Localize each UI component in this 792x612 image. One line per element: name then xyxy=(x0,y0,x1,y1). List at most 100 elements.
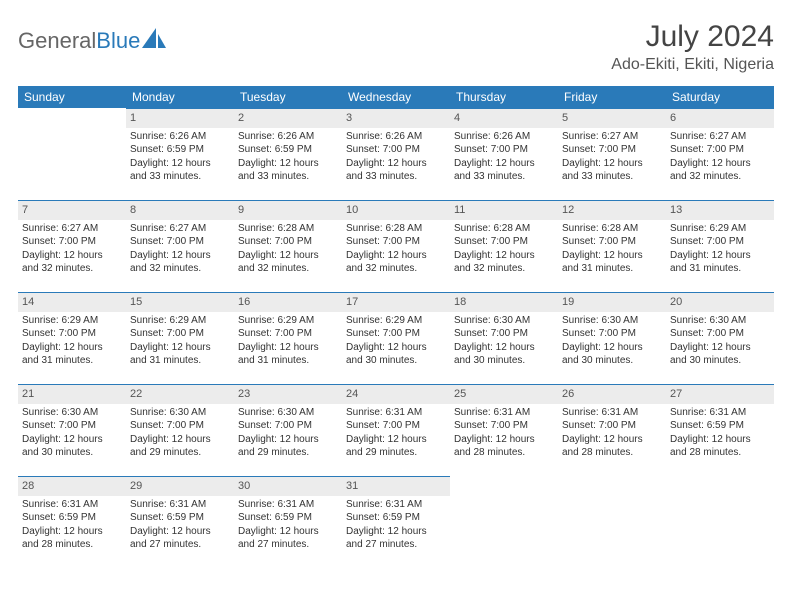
sunrise-line: Sunrise: 6:31 AM xyxy=(454,406,554,420)
day-content: Sunrise: 6:26 AMSunset: 7:00 PMDaylight:… xyxy=(342,128,450,188)
day-number: 6 xyxy=(666,108,774,128)
calendar-day-cell: 13Sunrise: 6:29 AMSunset: 7:00 PMDayligh… xyxy=(666,200,774,292)
day-content: Sunrise: 6:29 AMSunset: 7:00 PMDaylight:… xyxy=(234,312,342,372)
day-content: Sunrise: 6:26 AMSunset: 7:00 PMDaylight:… xyxy=(450,128,558,188)
sunrise-line: Sunrise: 6:29 AM xyxy=(130,314,230,328)
day-number: 29 xyxy=(126,476,234,496)
calendar-day-cell: 18Sunrise: 6:30 AMSunset: 7:00 PMDayligh… xyxy=(450,292,558,384)
day-content: Sunrise: 6:31 AMSunset: 6:59 PMDaylight:… xyxy=(666,404,774,464)
sunset-line: Sunset: 7:00 PM xyxy=(562,143,662,157)
daylight-line: Daylight: 12 hours and 30 minutes. xyxy=(670,341,770,368)
day-number: 26 xyxy=(558,384,666,404)
day-number: 27 xyxy=(666,384,774,404)
calendar-day-cell xyxy=(18,108,126,200)
sunrise-line: Sunrise: 6:28 AM xyxy=(562,222,662,236)
sunrise-line: Sunrise: 6:29 AM xyxy=(22,314,122,328)
sunrise-line: Sunrise: 6:28 AM xyxy=(238,222,338,236)
calendar-day-cell: 22Sunrise: 6:30 AMSunset: 7:00 PMDayligh… xyxy=(126,384,234,476)
calendar-day-cell: 2Sunrise: 6:26 AMSunset: 6:59 PMDaylight… xyxy=(234,108,342,200)
calendar-day-cell: 11Sunrise: 6:28 AMSunset: 7:00 PMDayligh… xyxy=(450,200,558,292)
day-content: Sunrise: 6:28 AMSunset: 7:00 PMDaylight:… xyxy=(234,220,342,280)
daylight-line: Daylight: 12 hours and 32 minutes. xyxy=(454,249,554,276)
sunrise-line: Sunrise: 6:28 AM xyxy=(346,222,446,236)
calendar-day-cell: 23Sunrise: 6:30 AMSunset: 7:00 PMDayligh… xyxy=(234,384,342,476)
day-content: Sunrise: 6:30 AMSunset: 7:00 PMDaylight:… xyxy=(234,404,342,464)
sunset-line: Sunset: 6:59 PM xyxy=(238,511,338,525)
day-content: Sunrise: 6:30 AMSunset: 7:00 PMDaylight:… xyxy=(558,312,666,372)
day-number: 8 xyxy=(126,200,234,220)
sunrise-line: Sunrise: 6:30 AM xyxy=(454,314,554,328)
day-number: 3 xyxy=(342,108,450,128)
day-number: 7 xyxy=(18,200,126,220)
daylight-line: Daylight: 12 hours and 28 minutes. xyxy=(670,433,770,460)
sunset-line: Sunset: 7:00 PM xyxy=(346,419,446,433)
sunset-line: Sunset: 6:59 PM xyxy=(22,511,122,525)
day-content: Sunrise: 6:28 AMSunset: 7:00 PMDaylight:… xyxy=(450,220,558,280)
calendar-day-cell: 9Sunrise: 6:28 AMSunset: 7:00 PMDaylight… xyxy=(234,200,342,292)
daylight-line: Daylight: 12 hours and 31 minutes. xyxy=(130,341,230,368)
sunrise-line: Sunrise: 6:31 AM xyxy=(346,406,446,420)
sunset-line: Sunset: 7:00 PM xyxy=(22,327,122,341)
sunrise-line: Sunrise: 6:26 AM xyxy=(130,130,230,144)
daylight-line: Daylight: 12 hours and 32 minutes. xyxy=(22,249,122,276)
day-content: Sunrise: 6:27 AMSunset: 7:00 PMDaylight:… xyxy=(126,220,234,280)
daylight-line: Daylight: 12 hours and 27 minutes. xyxy=(238,525,338,552)
daylight-line: Daylight: 12 hours and 31 minutes. xyxy=(562,249,662,276)
day-number: 23 xyxy=(234,384,342,404)
sunset-line: Sunset: 7:00 PM xyxy=(670,235,770,249)
weekday-header: Wednesday xyxy=(342,86,450,108)
sail-icon xyxy=(142,28,168,54)
day-number: 19 xyxy=(558,292,666,312)
weekday-header: Monday xyxy=(126,86,234,108)
sunrise-line: Sunrise: 6:30 AM xyxy=(670,314,770,328)
calendar-week-row: 21Sunrise: 6:30 AMSunset: 7:00 PMDayligh… xyxy=(18,384,774,476)
calendar-day-cell: 5Sunrise: 6:27 AMSunset: 7:00 PMDaylight… xyxy=(558,108,666,200)
daylight-line: Daylight: 12 hours and 32 minutes. xyxy=(670,157,770,184)
weekday-header: Sunday xyxy=(18,86,126,108)
daylight-line: Daylight: 12 hours and 29 minutes. xyxy=(238,433,338,460)
daylight-line: Daylight: 12 hours and 33 minutes. xyxy=(454,157,554,184)
sunrise-line: Sunrise: 6:31 AM xyxy=(130,498,230,512)
calendar-week-row: 28Sunrise: 6:31 AMSunset: 6:59 PMDayligh… xyxy=(18,476,774,568)
day-content: Sunrise: 6:31 AMSunset: 7:00 PMDaylight:… xyxy=(558,404,666,464)
sunset-line: Sunset: 7:00 PM xyxy=(346,143,446,157)
calendar-day-cell: 16Sunrise: 6:29 AMSunset: 7:00 PMDayligh… xyxy=(234,292,342,384)
day-number: 17 xyxy=(342,292,450,312)
sunset-line: Sunset: 7:00 PM xyxy=(238,419,338,433)
day-number: 24 xyxy=(342,384,450,404)
day-content: Sunrise: 6:28 AMSunset: 7:00 PMDaylight:… xyxy=(558,220,666,280)
daylight-line: Daylight: 12 hours and 28 minutes. xyxy=(562,433,662,460)
day-content: Sunrise: 6:29 AMSunset: 7:00 PMDaylight:… xyxy=(342,312,450,372)
day-number: 1 xyxy=(126,108,234,128)
weekday-header: Friday xyxy=(558,86,666,108)
day-content: Sunrise: 6:30 AMSunset: 7:00 PMDaylight:… xyxy=(18,404,126,464)
sunrise-line: Sunrise: 6:26 AM xyxy=(238,130,338,144)
day-number: 16 xyxy=(234,292,342,312)
day-content: Sunrise: 6:31 AMSunset: 6:59 PMDaylight:… xyxy=(342,496,450,556)
daylight-line: Daylight: 12 hours and 33 minutes. xyxy=(562,157,662,184)
daylight-line: Daylight: 12 hours and 30 minutes. xyxy=(454,341,554,368)
day-number: 25 xyxy=(450,384,558,404)
sunrise-line: Sunrise: 6:31 AM xyxy=(22,498,122,512)
sunset-line: Sunset: 7:00 PM xyxy=(562,327,662,341)
day-content: Sunrise: 6:31 AMSunset: 6:59 PMDaylight:… xyxy=(18,496,126,556)
sunrise-line: Sunrise: 6:30 AM xyxy=(130,406,230,420)
sunset-line: Sunset: 6:59 PM xyxy=(670,419,770,433)
sunset-line: Sunset: 7:00 PM xyxy=(454,419,554,433)
sunset-line: Sunset: 6:59 PM xyxy=(238,143,338,157)
calendar-day-cell: 29Sunrise: 6:31 AMSunset: 6:59 PMDayligh… xyxy=(126,476,234,568)
calendar-day-cell xyxy=(450,476,558,568)
sunset-line: Sunset: 7:00 PM xyxy=(346,235,446,249)
sunrise-line: Sunrise: 6:27 AM xyxy=(562,130,662,144)
weekday-header-row: SundayMondayTuesdayWednesdayThursdayFrid… xyxy=(18,86,774,108)
sunset-line: Sunset: 7:00 PM xyxy=(454,327,554,341)
day-number: 21 xyxy=(18,384,126,404)
day-content: Sunrise: 6:31 AMSunset: 7:00 PMDaylight:… xyxy=(450,404,558,464)
day-number: 20 xyxy=(666,292,774,312)
calendar-day-cell: 7Sunrise: 6:27 AMSunset: 7:00 PMDaylight… xyxy=(18,200,126,292)
daylight-line: Daylight: 12 hours and 30 minutes. xyxy=(346,341,446,368)
calendar-day-cell: 17Sunrise: 6:29 AMSunset: 7:00 PMDayligh… xyxy=(342,292,450,384)
sunset-line: Sunset: 7:00 PM xyxy=(562,419,662,433)
day-content: Sunrise: 6:26 AMSunset: 6:59 PMDaylight:… xyxy=(126,128,234,188)
location-text: Ado-Ekiti, Ekiti, Nigeria xyxy=(611,56,774,74)
